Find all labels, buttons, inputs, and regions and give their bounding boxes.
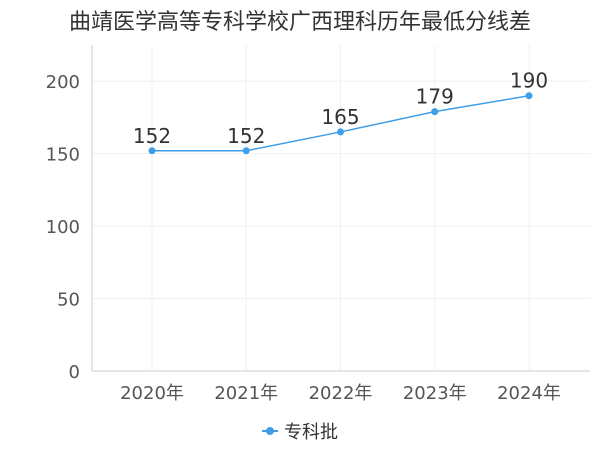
x-tick-label: 2022年: [309, 383, 373, 404]
y-tick-label: 100: [46, 217, 80, 238]
x-tick-label: 2020年: [120, 383, 184, 404]
legend-item[interactable]: 专科批: [262, 418, 338, 444]
data-point[interactable]: [242, 147, 250, 155]
y-tick-label: 150: [46, 145, 80, 166]
axes: [91, 45, 590, 372]
data-point[interactable]: [337, 128, 344, 136]
chart-title: 曲靖医学高等专科学校广西理科历年最低分线差: [68, 10, 531, 35]
data-point[interactable]: [148, 147, 156, 155]
data-label: 165: [321, 105, 359, 129]
data-points: [148, 92, 533, 155]
y-tick-label: 200: [46, 72, 80, 93]
y-tick-label: 50: [57, 290, 80, 311]
data-label: 152: [227, 124, 265, 148]
data-labels: 152 152 165 179 190: [133, 69, 548, 148]
data-point[interactable]: [431, 108, 439, 116]
x-tick-label: 2023年: [403, 383, 467, 404]
legend: 专科批: [0, 418, 600, 444]
legend-marker-icon: [262, 423, 278, 439]
y-tick-labels: 0 50 100 150 200: [46, 72, 80, 383]
x-tick-label: 2021年: [214, 383, 278, 404]
data-point[interactable]: [525, 92, 533, 100]
legend-label: 专科批: [284, 422, 338, 443]
y-tick-label: 0: [69, 362, 80, 383]
data-label: 152: [133, 124, 171, 148]
x-tick-label: 2024年: [497, 383, 561, 404]
data-label: 179: [416, 85, 454, 109]
data-label: 190: [510, 69, 548, 93]
x-tick-labels: 2020年 2021年 2022年 2023年 2024年: [120, 383, 561, 404]
grid-lines: [92, 45, 590, 371]
